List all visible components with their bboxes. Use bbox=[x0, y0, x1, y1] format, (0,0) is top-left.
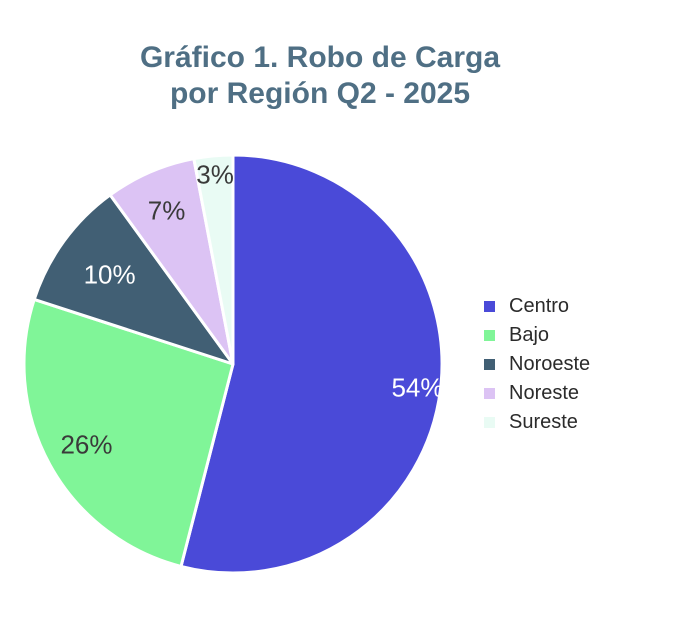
pie-slice-noroeste bbox=[32, 193, 235, 366]
legend-label-bajo: Bajo bbox=[509, 324, 550, 346]
legend-swatch-noreste bbox=[484, 388, 495, 399]
chart-title-line-1: Gráfico 1. Robo de Carga bbox=[139, 41, 501, 74]
legend-swatch-sureste bbox=[484, 417, 495, 428]
legend-swatch-noroeste bbox=[484, 359, 495, 370]
pie-slice-sureste bbox=[192, 153, 235, 366]
pie-slice-bajo bbox=[22, 297, 235, 568]
legend-item-sureste: Sureste bbox=[484, 408, 634, 437]
legend-label-noreste: Noreste bbox=[509, 382, 580, 404]
legend-swatch-bajo bbox=[484, 330, 495, 341]
data-label-centro: 54% bbox=[391, 372, 443, 402]
legend-label-sureste: Sureste bbox=[509, 411, 578, 433]
pie-data-labels: 54% 26% 10% 7% 3% bbox=[60, 160, 443, 460]
legend-item-noroeste: Noroeste bbox=[484, 350, 634, 379]
data-label-noroeste: 10% bbox=[84, 259, 136, 289]
pie-slices bbox=[22, 153, 444, 575]
legend-item-bajo: Bajo bbox=[484, 321, 634, 350]
pie-slice-centro bbox=[179, 153, 444, 575]
legend-label-noroeste: Noroeste bbox=[509, 353, 591, 375]
legend: Centro Bajo Noroeste Noreste Sureste bbox=[484, 292, 634, 437]
legend-label-centro: Centro bbox=[509, 295, 570, 317]
legend-item-noreste: Noreste bbox=[484, 379, 634, 408]
legend-item-centro: Centro bbox=[484, 292, 634, 321]
chart-title: Gráfico 1. Robo de Carga por Región Q2 -… bbox=[0, 40, 640, 112]
data-label-bajo: 26% bbox=[60, 430, 112, 460]
legend-swatch-centro bbox=[484, 301, 495, 312]
chart-title-line-2: por Región Q2 - 2025 bbox=[169, 77, 471, 110]
data-label-noreste: 7% bbox=[148, 196, 186, 226]
data-label-sureste: 3% bbox=[196, 160, 234, 190]
